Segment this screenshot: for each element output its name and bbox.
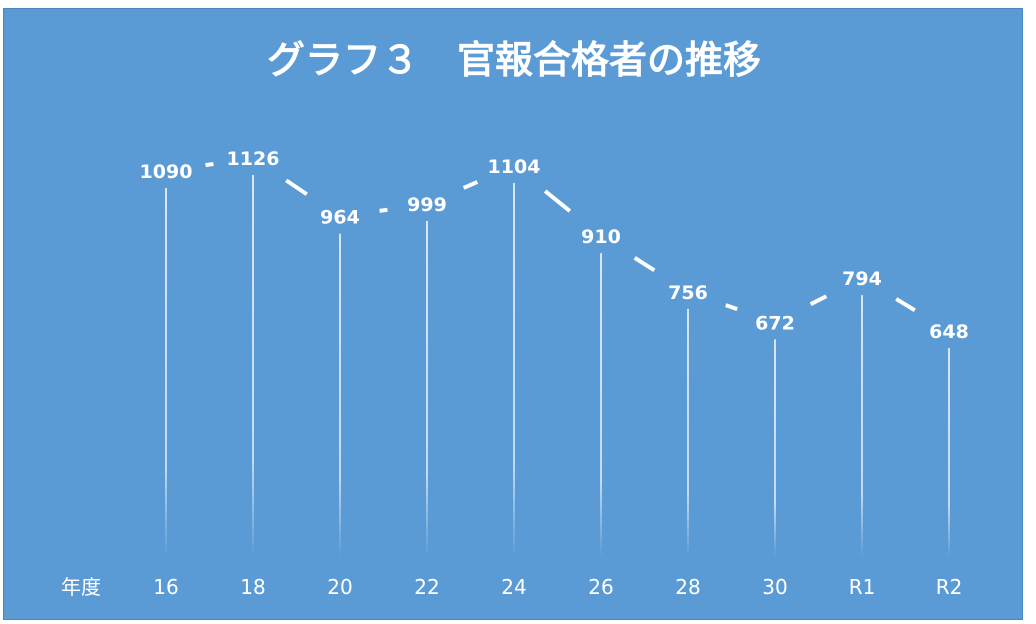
series-segment (895, 297, 916, 312)
data-label: 910 (581, 226, 621, 248)
chart-svg: グラフ３ 官報合格者の推移 年度 1090 1126 964 999 1104 910 75… (61, 38, 969, 599)
drop-line (252, 175, 254, 557)
x-tick-label: 16 (153, 575, 178, 599)
x-tick-label: 26 (588, 575, 613, 599)
x-tick-labels: 16 18 20 22 24 26 28 30 R1 R2 (153, 575, 962, 599)
data-labels: 1090 1126 964 999 1104 910 756 672 794 648 (140, 148, 969, 343)
data-label: 648 (929, 321, 969, 343)
data-label: 999 (407, 194, 447, 216)
x-tick-label: 22 (414, 575, 439, 599)
series-segment (633, 256, 656, 273)
x-tick-label: 24 (501, 575, 526, 599)
drop-line (774, 339, 776, 557)
x-tick-label: 18 (240, 575, 265, 599)
series-segment (809, 294, 828, 306)
series-line (205, 161, 916, 312)
data-label: 1104 (488, 156, 541, 178)
drop-line (426, 220, 428, 558)
x-tick-label: 28 (675, 575, 700, 599)
x-tick-label: 30 (762, 575, 787, 599)
data-label: 1126 (227, 148, 280, 170)
x-tick-label: 20 (327, 575, 352, 599)
data-label: 964 (320, 207, 360, 229)
drop-lines (165, 175, 950, 558)
x-tick-label: R2 (936, 575, 963, 599)
series-segment (462, 180, 479, 190)
series-segment (543, 189, 572, 213)
x-tick-label: R1 (849, 575, 876, 599)
chart-panel: グラフ３ 官報合格者の推移 年度 1090 1126 964 999 1104 910 75… (3, 8, 1023, 620)
drop-line (339, 233, 341, 557)
drop-line (948, 348, 950, 557)
data-label: 672 (755, 312, 795, 334)
x-axis-label: 年度 (61, 575, 101, 599)
drop-line (165, 188, 167, 557)
drop-line (861, 295, 863, 557)
chart-title: グラフ３ 官報合格者の推移 (267, 38, 761, 82)
series-segment (205, 161, 214, 168)
series-segment (725, 303, 738, 312)
series-segment (285, 178, 308, 196)
drop-line (687, 308, 689, 557)
data-label: 756 (668, 282, 708, 304)
data-label: 1090 (140, 161, 193, 183)
series-segment (379, 207, 388, 213)
data-label: 794 (842, 268, 882, 290)
drop-line (513, 182, 515, 557)
drop-line (600, 253, 602, 558)
